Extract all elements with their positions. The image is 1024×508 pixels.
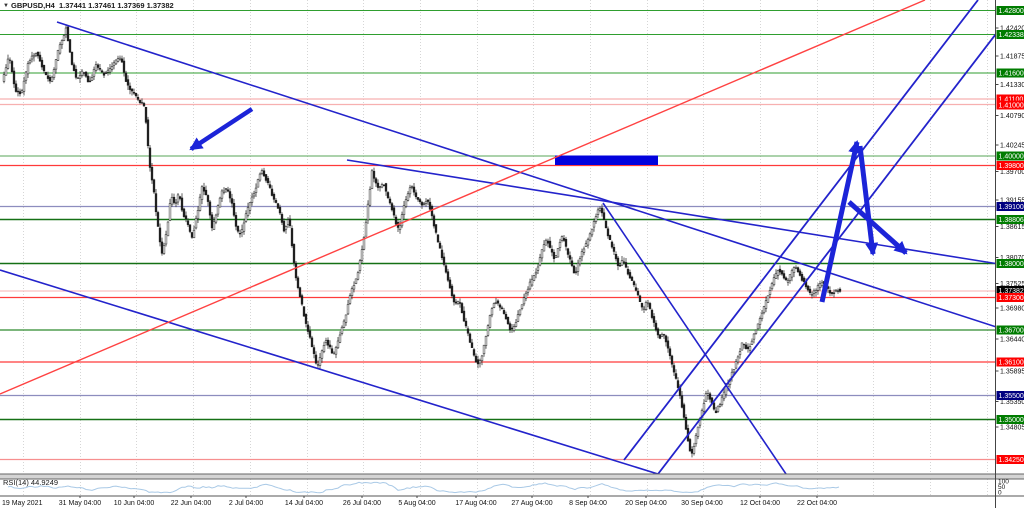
annotation-arrow-down-1[interactable] [857, 145, 879, 256]
price-badge-1.36100 [996, 357, 1024, 367]
price-badge-1.34250 [996, 455, 1024, 464]
rsi-scale-label: 100 [998, 479, 1009, 486]
price-tick-label: 1.37525 [1000, 281, 1024, 288]
price-badge-label: 1.41000 [999, 103, 1024, 110]
time-label: 12 Oct 04:00 [740, 500, 780, 507]
price-badge-label: 1.39800 [999, 163, 1024, 170]
price-badge-1.38000 [996, 259, 1024, 268]
price-badge-label: 1.38000 [999, 261, 1024, 268]
time-label: 8 Sep 04:00 [569, 500, 607, 507]
price-tick-label: 1.38615 [1000, 224, 1024, 231]
price-badge-label: 1.41600 [999, 71, 1024, 78]
price-badge-1.40000 [996, 151, 1024, 161]
price-badge-1.39800 [996, 161, 1024, 170]
symbol-dropdown-icon[interactable]: ▼ [3, 3, 9, 9]
price-badge-1.37300 [996, 293, 1024, 302]
price-tick-label: 1.39700 [1000, 169, 1024, 176]
price-tick-label: 1.41875 [1000, 54, 1024, 61]
price-badge-1.41000 [996, 100, 1024, 110]
symbol-title: ▼ GBPUSD,H4 1.37441 1.37461 1.37369 1.37… [3, 1, 174, 10]
ascending-channel-upper[interactable] [623, 0, 979, 461]
price-tick-label: 1.35895 [1000, 369, 1024, 376]
time-axis[interactable]: 19 May 2021 31 May 04:00 10 Jun 04:00 22 Ju… [2, 496, 837, 507]
price-badge-label: 1.35000 [999, 417, 1024, 424]
descending-trendline-shallow[interactable] [346, 159, 1024, 268]
descending-trendline-steep[interactable] [602, 202, 787, 474]
price-badge-1.37382 [996, 286, 1024, 295]
price-badge-label: 1.41100 [999, 97, 1024, 104]
annotation-arrow-up[interactable] [819, 140, 861, 303]
descending-trendline-lower[interactable] [0, 269, 659, 474]
rsi-scale-label: 50 [998, 484, 1006, 491]
price-tick-label: 1.40245 [1000, 143, 1024, 150]
rsi-scale-label: 0 [998, 490, 1002, 497]
price-badge-label: 1.38806 [999, 217, 1024, 224]
time-label: 30 Sep 04:00 [681, 500, 723, 507]
time-label: 17 Aug 04:00 [455, 500, 496, 507]
price-tick-label: 1.34805 [1000, 425, 1024, 432]
candlesticks [2, 24, 842, 458]
price-tick-label: 1.35350 [1000, 399, 1024, 406]
price-badge-1.42800 [996, 6, 1024, 15]
price-axis[interactable]: 1.42420 1.41875 1.41330 1.40790 1.40245 1.397… [995, 6, 1024, 464]
price-badge-1.41100 [996, 94, 1024, 104]
price-badge-label: 1.35500 [999, 393, 1024, 400]
annotation-arrow-small-downleft[interactable] [189, 107, 254, 151]
price-badge-label: 1.39100 [999, 204, 1024, 211]
annotation-arrow-down-2[interactable] [847, 200, 908, 255]
price-badge-1.39100 [996, 202, 1024, 211]
price-badge-label: 1.40000 [999, 154, 1024, 161]
time-label: 14 Jul 04:00 [285, 500, 323, 507]
price-badge-label: 1.37382 [999, 288, 1024, 295]
ascending-channel-lower[interactable] [657, 0, 1022, 474]
price-badge-1.42338 [996, 30, 1024, 39]
rsi-indicator-label: RSI(14) 44.9249 [3, 478, 59, 487]
price-badge-label: 1.34250 [999, 457, 1024, 464]
price-badge-1.38806 [996, 215, 1024, 224]
price-tick-label: 1.42420 [1000, 26, 1024, 33]
ascending-trendline-red[interactable] [0, 0, 926, 395]
time-label: 5 Aug 04:00 [398, 500, 435, 507]
time-label: 31 May 04:00 [59, 500, 102, 507]
time-label: 19 May 2021 [2, 500, 43, 507]
price-badge-label: 1.42338 [999, 32, 1024, 39]
price-badge-1.41600 [996, 68, 1024, 78]
symbol-label: GBPUSD,H4 [11, 1, 55, 10]
price-tick-label: 1.36980 [1000, 306, 1024, 313]
price-badge-1.35000 [996, 415, 1024, 424]
price-badge-label: 1.36700 [999, 328, 1024, 335]
supply-zone-rectangle[interactable] [555, 155, 658, 166]
price-tick-label: 1.39155 [1000, 198, 1024, 205]
time-label: 22 Oct 04:00 [797, 500, 837, 507]
ohlc-values: 1.37441 1.37461 1.37369 1.37382 [58, 1, 174, 10]
time-label: 10 Jun 04:00 [114, 500, 155, 507]
price-badge-1.35500 [996, 391, 1024, 400]
panel-separator[interactable] [0, 474, 1024, 479]
rsi-line [7, 481, 840, 494]
time-label: 2 Jul 04:00 [229, 500, 263, 507]
time-label: 26 Jul 04:00 [343, 500, 381, 507]
price-badge-1.36700 [996, 325, 1024, 335]
time-label: 27 Aug 04:00 [511, 500, 552, 507]
time-label: 20 Sep 04:00 [625, 500, 667, 507]
price-tick-label: 1.40790 [1000, 113, 1024, 120]
price-tick-label: 1.38070 [1000, 255, 1024, 262]
price-tick-label: 1.41330 [1000, 82, 1024, 89]
time-label: 22 Jun 04:00 [171, 500, 212, 507]
descending-trendline-long[interactable] [56, 21, 1024, 336]
price-tick-label: 1.36440 [1000, 337, 1024, 344]
price-badge-label: 1.37300 [999, 295, 1024, 302]
price-badge-label: 1.42800 [999, 8, 1024, 15]
plot-area[interactable] [0, 0, 1024, 474]
price-badge-label: 1.36100 [999, 360, 1024, 367]
